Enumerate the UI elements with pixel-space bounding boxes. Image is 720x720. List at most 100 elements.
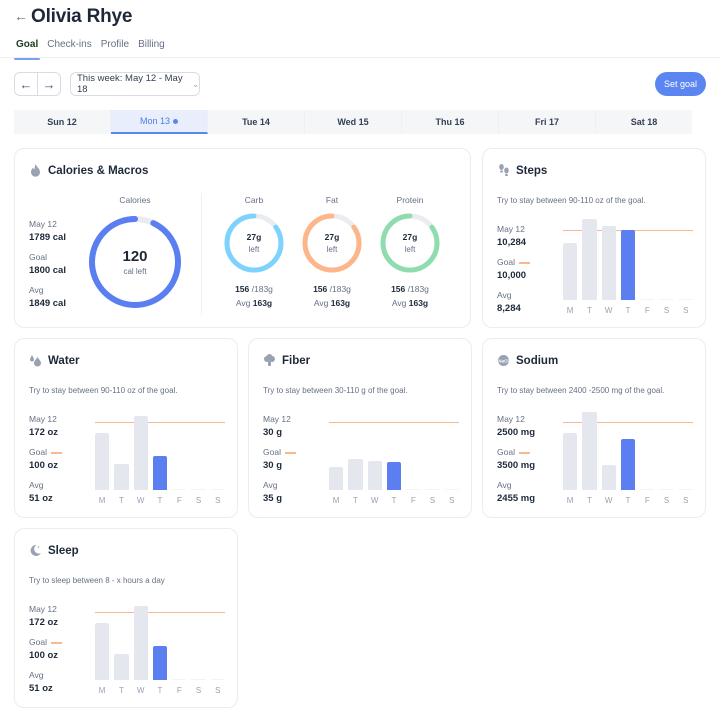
x-label: M	[332, 496, 340, 505]
x-label: F	[410, 496, 416, 505]
prev-week-button[interactable]: ←	[15, 73, 37, 95]
today-dot	[173, 118, 179, 124]
bar-0[interactable]	[563, 433, 578, 490]
week-select[interactable]: This week: May 12 - May 18 ⌄	[70, 72, 200, 96]
svg-text:NaCl: NaCl	[498, 358, 508, 363]
stat-goal: Goal 100 oz	[29, 447, 62, 471]
bar-2[interactable]	[367, 460, 382, 490]
calories-ring-graphic	[89, 216, 181, 308]
sodium-card: NaCl Sodium Try to stay between 2400 -2500…	[482, 338, 706, 518]
bar-4[interactable]	[640, 299, 655, 300]
tab-profile[interactable]: Profile	[100, 39, 130, 50]
bar-5[interactable]	[191, 679, 206, 680]
week-select-label: This week: May 12 - May 18	[77, 73, 183, 95]
bar-4[interactable]	[640, 489, 655, 490]
next-week-button[interactable]: →	[37, 73, 60, 95]
back-button[interactable]: ←	[14, 8, 28, 24]
bar-0[interactable]	[329, 467, 344, 490]
bar-5[interactable]	[425, 489, 440, 490]
bar-5[interactable]	[659, 489, 674, 490]
bar-2[interactable]	[601, 225, 616, 300]
tab-goal[interactable]: Goal	[13, 39, 41, 60]
stat-date: May 12 1789 cal	[29, 219, 66, 243]
bar-6[interactable]	[210, 679, 225, 680]
bar-5[interactable]	[659, 299, 674, 300]
x-label: M	[566, 496, 574, 505]
set-goal-button[interactable]: Set goal	[655, 72, 706, 96]
x-label: F	[644, 496, 650, 505]
stat-goal: Goal 100 oz	[29, 637, 62, 661]
goal-line	[95, 421, 225, 424]
x-label: S	[215, 496, 221, 505]
card-title: Sodium	[516, 354, 559, 367]
bar-1[interactable]	[348, 458, 363, 490]
day-mon-13[interactable]: Mon 13	[111, 110, 208, 134]
bar-1[interactable]	[114, 654, 129, 680]
bar-3[interactable]	[152, 645, 168, 680]
bar-4[interactable]	[406, 489, 421, 490]
macro-carb: Carb 27g left 156 /183g Avg 163g	[222, 195, 286, 308]
goal-line-legend	[50, 452, 62, 454]
day-wed-15[interactable]: Wed 15	[305, 110, 402, 134]
bar-6[interactable]	[210, 489, 225, 490]
bar-6[interactable]	[678, 299, 693, 300]
stat-date: May 12 10,284	[497, 224, 527, 248]
bar-5[interactable]	[191, 489, 206, 490]
bar-2[interactable]	[601, 465, 616, 490]
arrow-left-icon: ←	[19, 76, 33, 92]
bar-1[interactable]	[114, 464, 129, 490]
bar-3[interactable]	[152, 455, 168, 490]
tab-bar: Goal Check-ins Profile Billing	[13, 39, 165, 60]
bar-2[interactable]	[133, 605, 148, 680]
tabs-divider	[0, 57, 720, 58]
card-title: Fiber	[282, 354, 311, 367]
x-label: F	[176, 686, 182, 695]
x-label: T	[586, 496, 592, 505]
flame-icon	[29, 164, 42, 177]
bar-0[interactable]	[563, 243, 578, 300]
x-label: T	[352, 496, 358, 505]
bar-0[interactable]	[95, 433, 110, 490]
bar-3[interactable]	[386, 461, 402, 490]
stat-date: May 12 172 oz	[29, 414, 59, 438]
x-label: T	[625, 306, 631, 315]
bar-3[interactable]	[620, 438, 636, 490]
stat-goal: Goal 10,000	[497, 257, 530, 281]
day-sun-12[interactable]: Sun 12	[14, 110, 111, 134]
x-label: M	[98, 686, 106, 695]
goal-line	[95, 611, 225, 614]
bar-4[interactable]	[172, 489, 187, 490]
tab-check-ins[interactable]: Check-ins	[47, 39, 92, 50]
stat-date: May 12 2500 mg	[497, 414, 536, 438]
x-label: T	[625, 496, 631, 505]
divider	[201, 193, 202, 315]
x-label: S	[215, 686, 221, 695]
bar-0[interactable]	[95, 623, 110, 680]
day-sat-18[interactable]: Sat 18	[630, 117, 658, 127]
day-thu-16[interactable]: Thu 16	[402, 110, 499, 134]
day-fri-17[interactable]: Fri 17	[499, 110, 596, 134]
fat-progress: 156 /183g	[313, 284, 351, 294]
card-title: Sleep	[48, 544, 79, 557]
x-label: S	[683, 306, 689, 315]
day-tue-14[interactable]: Tue 14	[208, 110, 305, 134]
x-label: T	[391, 496, 397, 505]
x-label: S	[449, 496, 455, 505]
bar-6[interactable]	[678, 489, 693, 490]
bar-2[interactable]	[133, 415, 148, 490]
carb-progress: 156 /183g	[235, 284, 273, 294]
bar-3[interactable]	[620, 229, 636, 300]
steps-card: Steps Try to stay between 90-110 oz of th…	[482, 148, 706, 328]
x-label: M	[566, 306, 574, 315]
bar-1[interactable]	[582, 412, 597, 490]
x-label: S	[429, 496, 436, 505]
tab-billing[interactable]: Billing	[138, 39, 165, 50]
card-subtitle: Try to sleep between 8 - x hours a day	[29, 576, 165, 585]
bar-4[interactable]	[172, 679, 187, 680]
bar-1[interactable]	[582, 219, 597, 300]
x-label: T	[586, 306, 592, 315]
bar-6[interactable]	[444, 489, 459, 490]
stat-goal: Goal 30 g	[263, 447, 296, 471]
